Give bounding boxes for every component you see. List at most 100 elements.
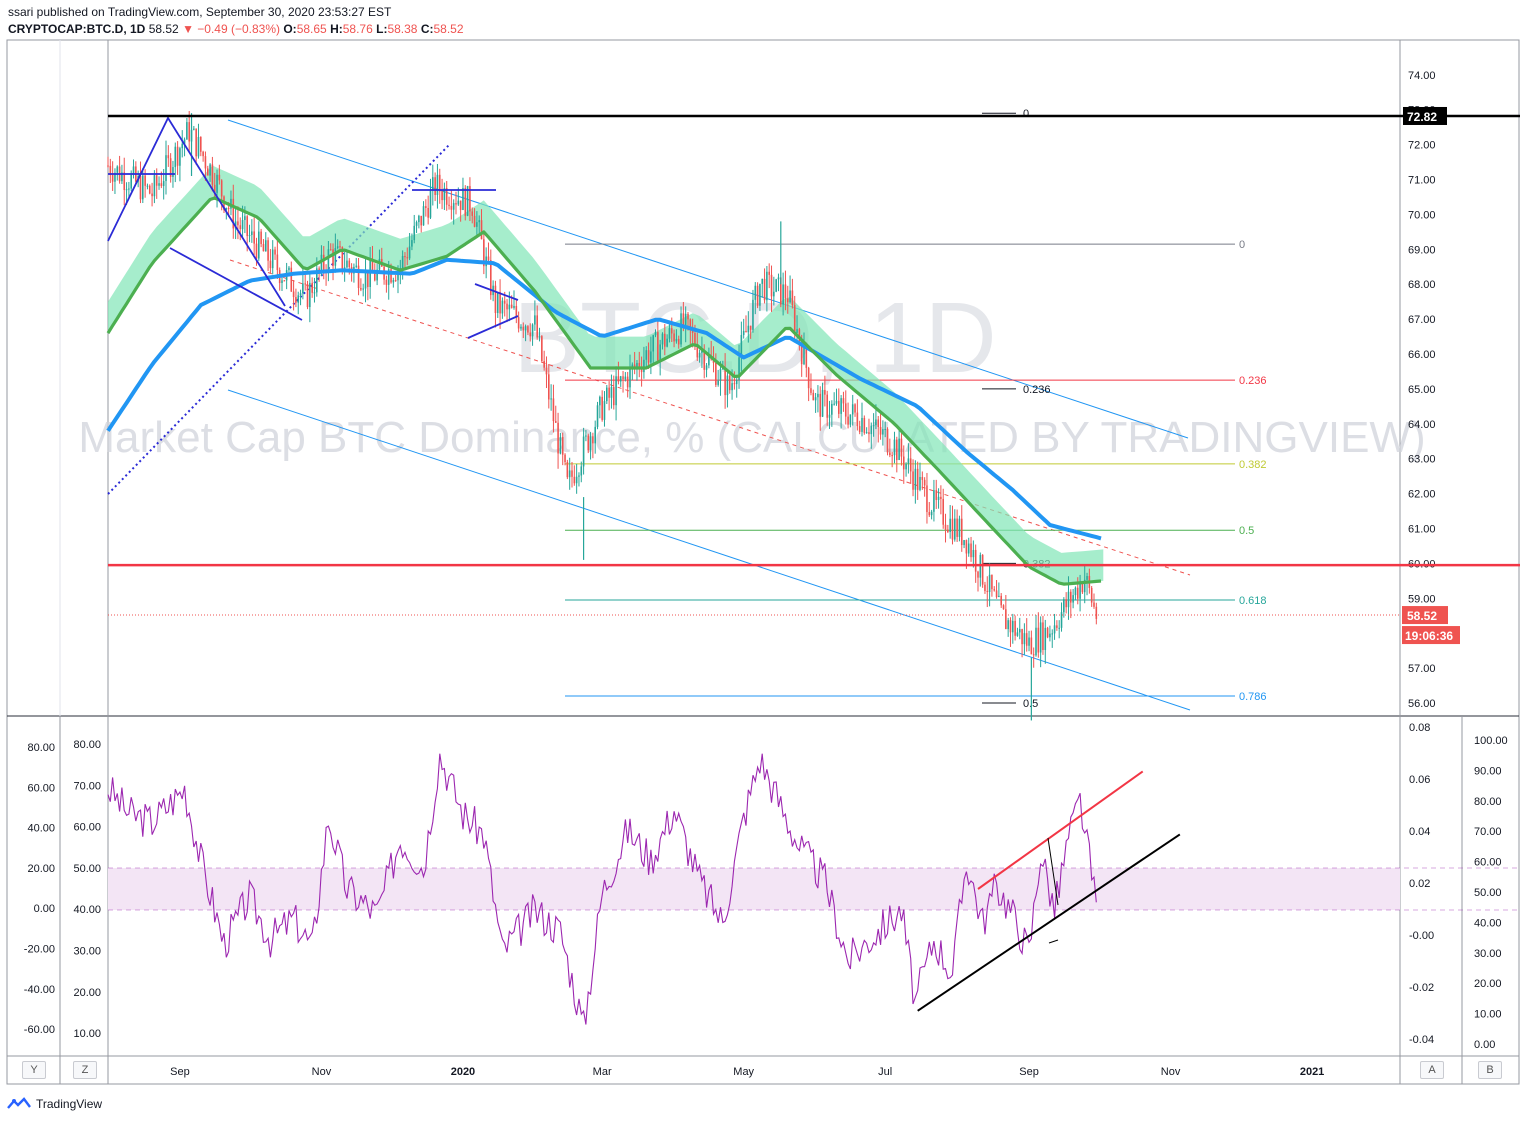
rsi-left-outer-tick: 40.00 [27,823,55,835]
candle-body [689,319,692,331]
candle-body [740,334,743,358]
y-axis-toggle-button[interactable]: Y [22,1061,46,1079]
candle-body [930,511,933,516]
candle-body [510,304,513,308]
candle-body [568,470,571,478]
candle-body [766,271,768,301]
candle-body [258,231,260,259]
candle-body [622,376,624,380]
candle-body [856,412,859,427]
candles-group [107,111,1098,668]
candle-body [343,267,346,269]
candle-body [814,397,817,401]
candle-body [821,389,824,417]
rsi-right-outer-tick: 80.00 [1474,796,1502,808]
rsi-right-outer-tick: 20.00 [1474,978,1502,990]
candle-body [531,324,534,337]
candle-body [612,387,615,406]
candle-body [1023,633,1026,645]
rsi-left-inner-tick: 30.00 [73,946,101,958]
candle-body [1012,620,1014,633]
candle-body [854,404,856,413]
rsi-left-outer-tick: 80.00 [27,742,55,754]
candle-body [188,122,190,142]
candle-body [1070,591,1072,603]
candle-body [1086,576,1088,580]
candle-body [538,336,541,338]
candle-body [216,174,218,193]
candle-body [1053,625,1056,634]
candle-body [318,268,320,271]
rsi-right-outer-tick: 60.00 [1474,857,1502,869]
candle-body [1016,632,1019,636]
candle-body [970,543,972,558]
tradingview-footer[interactable]: TradingView [6,1095,102,1113]
candle-body [863,417,866,433]
candle-body [717,380,719,385]
candle-body [842,398,845,404]
candle-body [513,305,515,308]
candle-body [262,243,265,252]
candle-body [218,174,221,181]
last-price-label: 58.52 [1407,609,1437,623]
rsi-band [108,868,1400,910]
candle-body [471,211,474,216]
candle-body [179,148,181,166]
auto-scale-button[interactable]: A [1420,1061,1444,1079]
candle-body [255,243,258,259]
candle-body [1035,627,1037,656]
candle-body [459,200,462,210]
candle-body [963,540,965,546]
candle-body [376,269,378,281]
candle-body [647,350,650,363]
candle-body [406,257,409,259]
candle-body [759,283,761,306]
candle-body [891,455,893,457]
candle-body [684,313,687,327]
rsi-left-inner-tick: 50.00 [73,863,101,875]
candle-body [455,203,457,205]
candle-body [139,176,142,200]
candle-body [954,518,956,540]
level-price-label: 72.82 [1407,110,1437,124]
candle-body [928,512,931,516]
candle-body [603,401,606,420]
price-tick-label: 69.00 [1408,244,1436,256]
scale-b-button[interactable]: B [1478,1061,1502,1079]
candle-body [592,436,594,444]
candle-body [536,315,538,338]
candle-body [244,216,246,221]
candle-body [452,203,455,210]
z-axis-toggle-button[interactable]: Z [73,1061,97,1079]
candle-body [807,367,810,389]
candle-body [1051,633,1054,635]
symbol-name: CRYPTOCAP:BTC.D, 1D [8,22,146,36]
candle-body [483,239,485,267]
candle-body [503,300,506,304]
candle-body [926,485,928,513]
candle-body [517,317,520,329]
candle-body [782,284,784,305]
candle-body [271,249,274,269]
candle-body [784,284,787,299]
candle-body [411,240,413,247]
time-tick-label: Sep [1019,1066,1039,1078]
candle-body [176,146,179,166]
candle-body [297,295,300,303]
candle-body [1000,595,1002,606]
watermark-name: Market Cap BTC Dominance, % (CALCULATED … [78,413,1425,462]
candle-body [1079,583,1081,599]
candle-body [123,172,126,190]
candle-body [151,193,153,197]
candle-body [121,172,123,182]
candle-body [573,476,576,484]
candle-body [197,137,200,157]
candle-body [336,246,339,249]
candle-body [909,458,912,472]
candle-body [107,165,109,167]
candle-body [780,277,782,305]
candle-body [884,428,886,430]
rsi-right-inner-tick: 0.08 [1409,722,1430,734]
candle-body [619,376,622,382]
